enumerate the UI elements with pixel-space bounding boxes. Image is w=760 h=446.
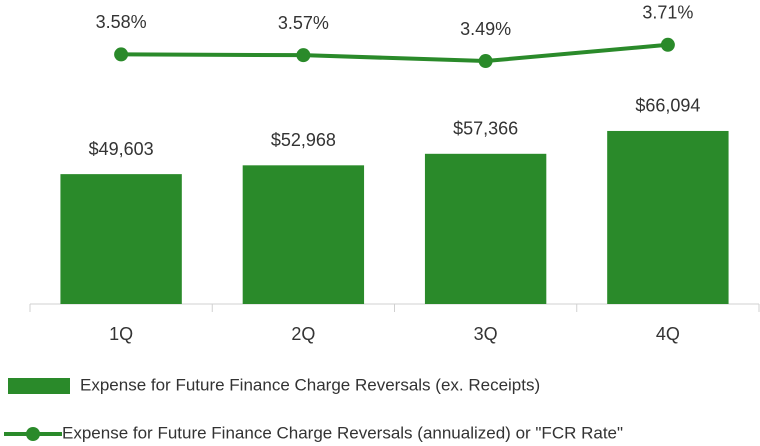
legend-label: Expense for Future Finance Charge Revers… <box>62 423 623 442</box>
bar <box>424 153 547 304</box>
data-label: $52,968 <box>271 130 336 150</box>
data-label: $66,094 <box>635 96 700 116</box>
x-tick-label: 4Q <box>656 324 680 344</box>
data-label: $49,603 <box>89 139 154 159</box>
line-point <box>114 47 129 62</box>
data-label: 3.58% <box>96 12 147 32</box>
legend-swatch <box>8 378 70 394</box>
line-point <box>660 37 675 52</box>
x-tick-label: 3Q <box>474 324 498 344</box>
bar <box>242 165 365 304</box>
x-tick-label: 2Q <box>291 324 315 344</box>
data-label: $57,366 <box>453 119 518 139</box>
bar <box>607 130 729 304</box>
data-label: 3.57% <box>278 13 329 33</box>
legend-marker <box>26 427 40 441</box>
line-point <box>478 54 493 69</box>
line-point <box>296 48 311 63</box>
line <box>121 42 669 64</box>
data-label: 3.71% <box>642 3 693 23</box>
x-tick-label: 1Q <box>109 324 133 344</box>
data-label: 3.49% <box>460 19 511 39</box>
bar <box>60 174 182 304</box>
legend-label: Expense for Future Finance Charge Revers… <box>80 375 540 394</box>
